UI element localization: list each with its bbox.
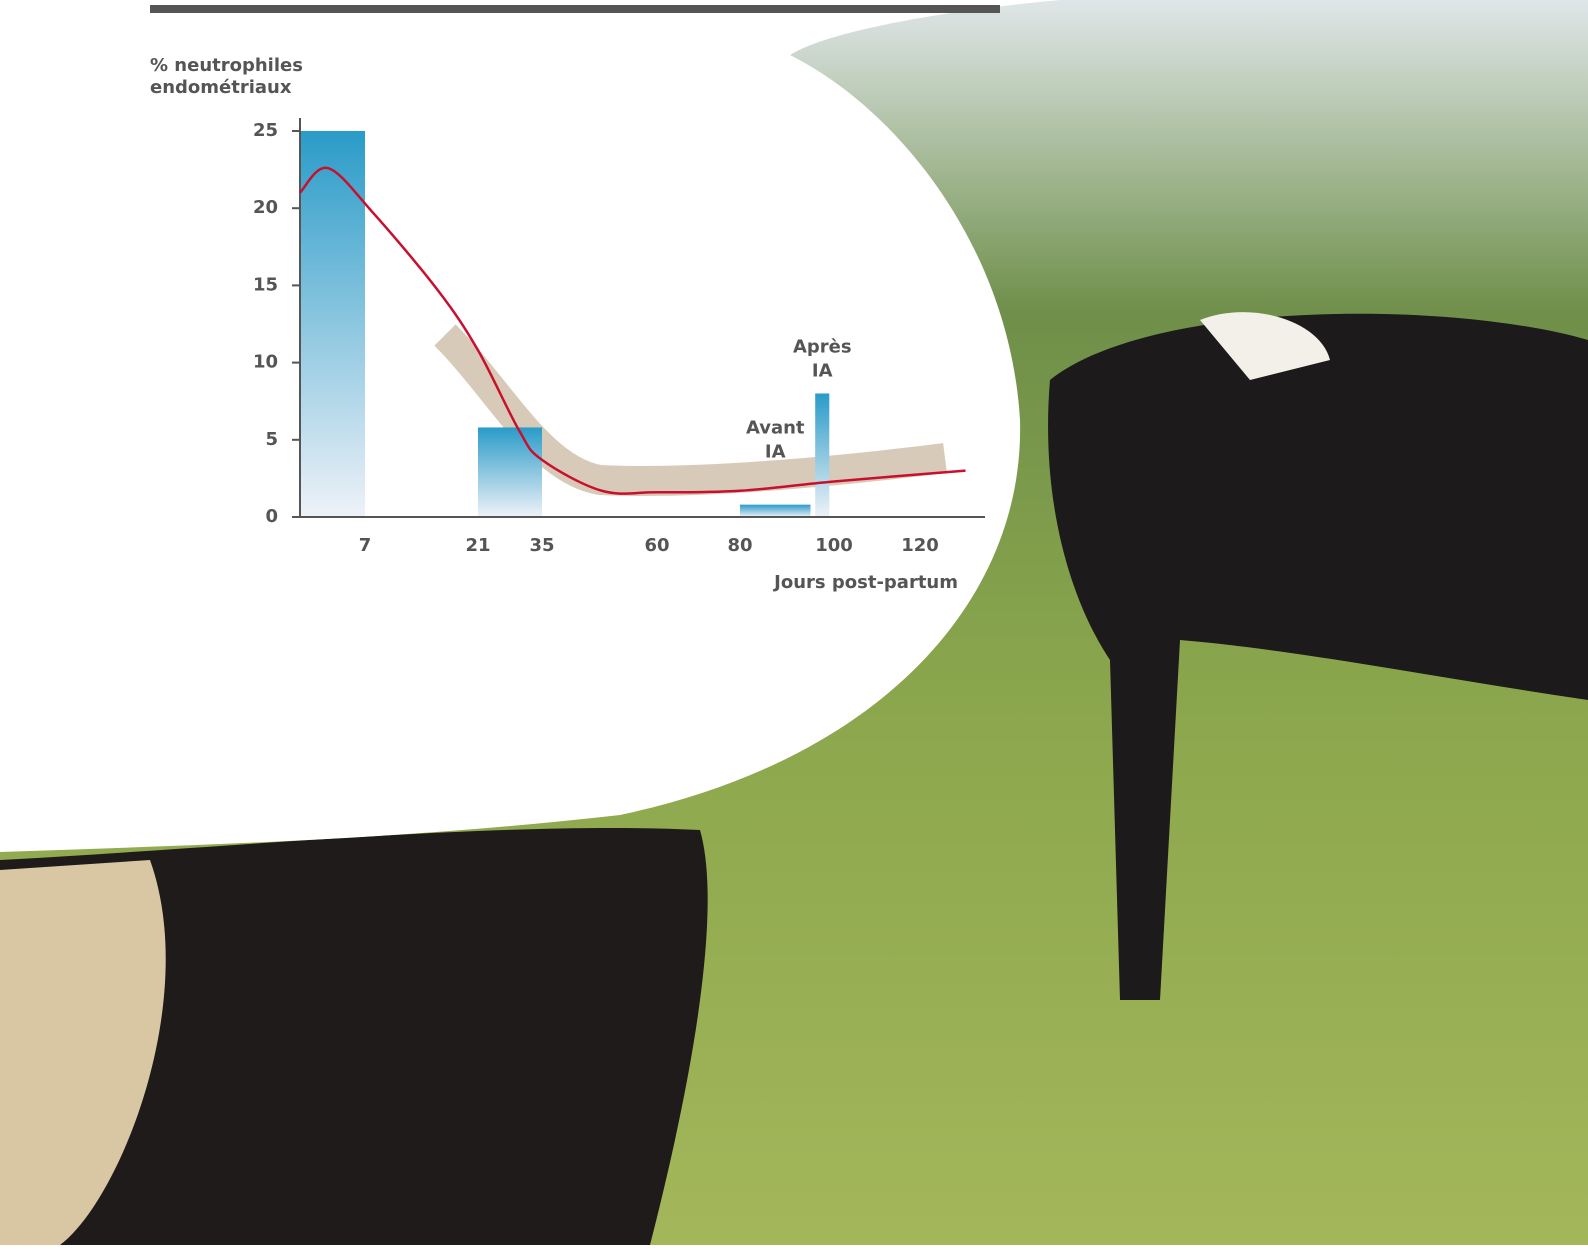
bar-label: IA: [765, 442, 786, 463]
cow-patch: [1200, 312, 1330, 380]
bar-label: Après: [793, 336, 852, 357]
x-tick-label: 35: [529, 535, 554, 556]
y-axis-label: endométriaux: [150, 77, 292, 98]
x-tick-label: 21: [465, 535, 490, 556]
bar: [300, 131, 365, 517]
y-tick-label: 15: [253, 274, 278, 295]
y-tick-label: 5: [265, 429, 278, 450]
x-axis-label: Jours post-partum: [772, 572, 958, 593]
curve: [299, 166, 966, 495]
header-bar: [150, 5, 1000, 13]
cow-patch: [0, 860, 166, 1245]
cow: [0, 827, 708, 1245]
x-tick-label: 7: [359, 535, 372, 556]
y-tick-label: 10: [253, 352, 278, 373]
trend-band: [434, 324, 947, 496]
bar: [740, 504, 811, 517]
bar: [478, 427, 542, 517]
y-tick-label: 25: [253, 120, 278, 141]
bar-label: Avant: [746, 418, 805, 439]
x-tick-label: 80: [727, 535, 752, 556]
y-tick-label: 0: [265, 506, 278, 527]
bar: [815, 393, 830, 517]
x-tick-label: 60: [644, 535, 669, 556]
y-tick-label: 20: [253, 197, 278, 218]
bar-label: IA: [812, 360, 833, 381]
x-tick-label: 100: [815, 535, 853, 556]
y-axis-label: % neutrophiles: [150, 55, 303, 76]
x-tick-label: 120: [901, 535, 939, 556]
cow: [1048, 313, 1588, 1000]
